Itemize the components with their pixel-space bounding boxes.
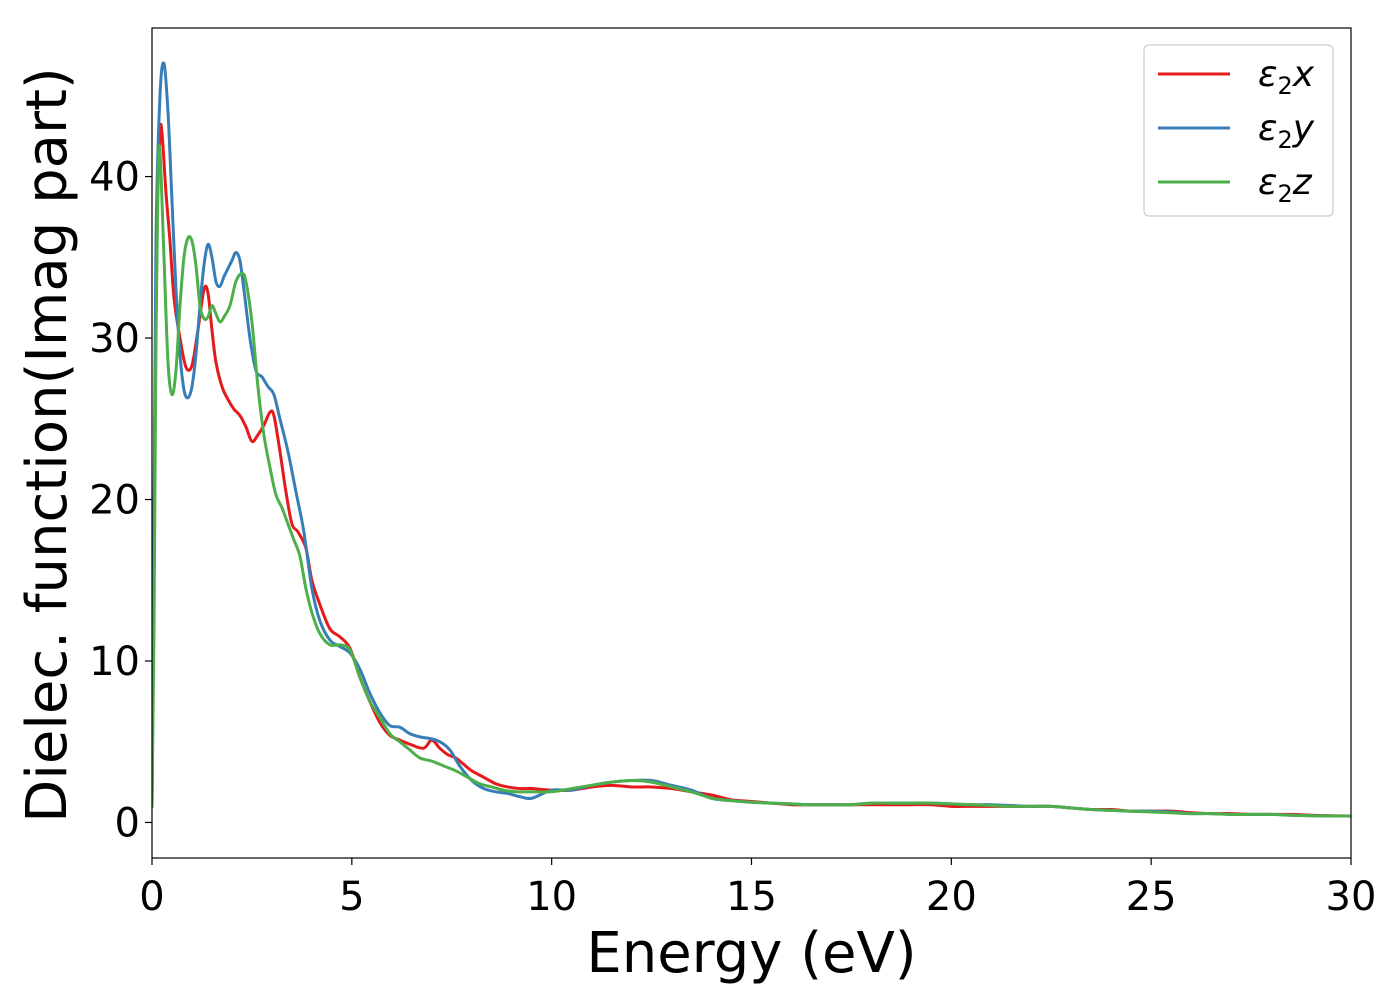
legend-entry-y: ε2y bbox=[1258, 108, 1315, 154]
y-tick-label: 30 bbox=[89, 316, 140, 362]
x-tick-label: 10 bbox=[526, 874, 577, 920]
x-axis-label: Energy (eV) bbox=[586, 921, 916, 986]
x-tick-label: 20 bbox=[926, 874, 977, 920]
legend-component: z bbox=[1292, 162, 1313, 203]
x-axis-ticks: 0 5 10 15 20 25 30 bbox=[139, 858, 1376, 920]
legend-component: y bbox=[1292, 108, 1315, 149]
series-line-z bbox=[152, 144, 1351, 818]
y-tick-label: 40 bbox=[89, 155, 140, 201]
legend-symbol: ε bbox=[1258, 54, 1277, 95]
y-tick-label: 0 bbox=[115, 800, 140, 846]
legend-component: x bbox=[1292, 54, 1315, 95]
x-tick-label: 30 bbox=[1326, 874, 1377, 920]
legend-subscript: 2 bbox=[1277, 180, 1292, 208]
y-axis-ticks: 0 10 20 30 40 bbox=[89, 155, 152, 846]
legend-box bbox=[1143, 44, 1334, 217]
x-tick-label: 5 bbox=[339, 874, 364, 920]
x-tick-label: 0 bbox=[139, 874, 164, 920]
legend-symbol: ε bbox=[1258, 162, 1277, 203]
legend-entry-x: ε2x bbox=[1258, 54, 1315, 100]
y-tick-label: 10 bbox=[89, 639, 140, 685]
legend-subscript: 2 bbox=[1277, 72, 1292, 100]
legend-entry-z: ε2z bbox=[1258, 162, 1313, 208]
series-layer bbox=[152, 61, 1351, 818]
legend-subscript: 2 bbox=[1277, 126, 1292, 154]
y-axis-label: Dielec. function(Imag part) bbox=[15, 67, 80, 823]
legend-symbol: ε bbox=[1258, 108, 1277, 149]
x-tick-label: 25 bbox=[1126, 874, 1177, 920]
y-tick-label: 20 bbox=[89, 478, 140, 524]
x-tick-label: 15 bbox=[726, 874, 777, 920]
series-line-x bbox=[152, 122, 1351, 818]
